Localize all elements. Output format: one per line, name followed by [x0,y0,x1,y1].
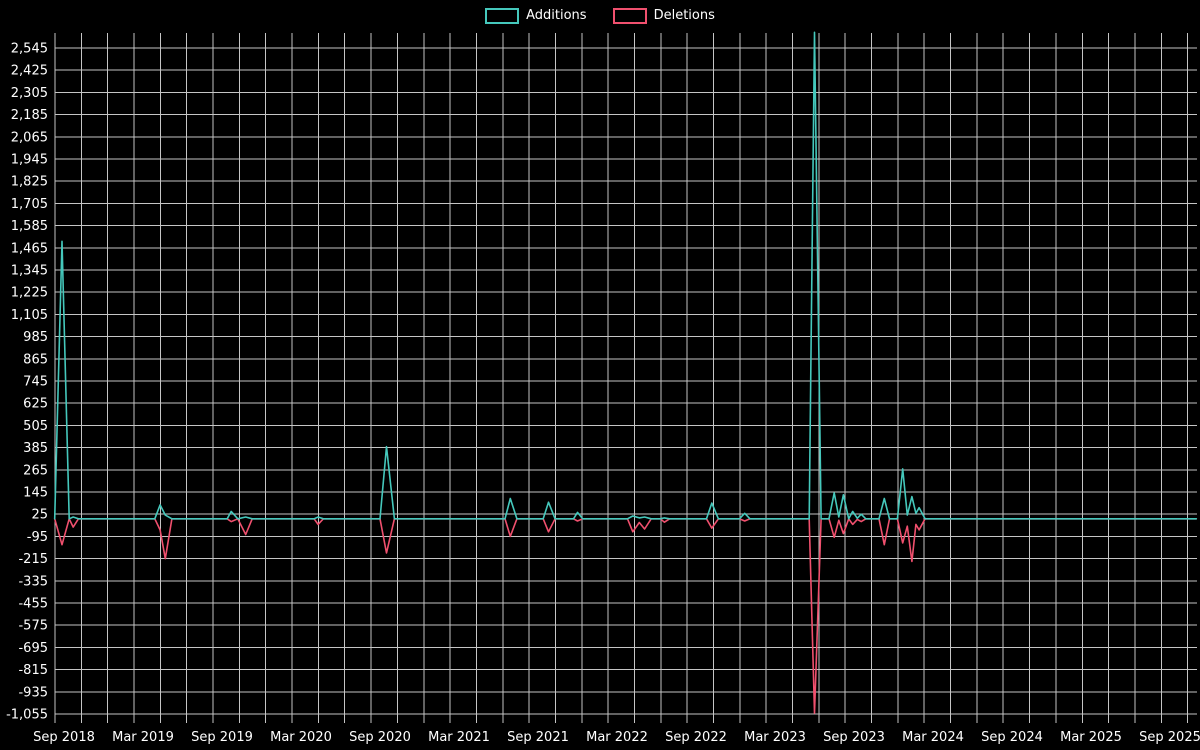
y-axis-label: 385 [23,441,48,456]
x-axis-label: Mar 2020 [270,730,332,745]
y-axis-label: 505 [23,419,48,434]
y-axis-label: 145 [23,486,48,501]
additions-swatch [485,8,520,24]
y-axis-label: -95 [27,530,48,545]
chart-legend: Additions Deletions [0,8,1200,24]
y-axis-label: -575 [18,619,48,634]
series-line-additions [53,31,1198,520]
y-axis-labels: 2,545 2,425 2,305 2,185 2,065 1,945 1,825 1,705… [6,42,48,723]
y-axis-label: -935 [18,685,48,700]
x-axis-label: Sep 2021 [507,730,569,745]
y-axis-label: -815 [18,663,48,678]
x-axis-label: Sep 2024 [981,730,1043,745]
y-axis-label: 1,465 [11,241,48,256]
grid-lines [54,33,1197,723]
y-axis-label: 985 [23,330,48,345]
y-axis-label: 865 [23,352,48,367]
y-axis-label: 265 [23,463,48,478]
legend-label-additions: Additions [526,8,587,23]
deletions-swatch [612,8,647,24]
y-axis-label: -1,055 [6,708,48,723]
legend-label-deletions: Deletions [653,8,715,23]
x-axis-label: Sep 2018 [33,730,95,745]
x-axis-label: Sep 2022 [665,730,727,745]
x-axis-label: Mar 2019 [112,730,174,745]
y-axis-label: 2,425 [11,64,48,79]
y-axis-label: 1,105 [11,308,48,323]
y-axis-label: 1,945 [11,153,48,168]
y-axis-label: 2,305 [11,86,48,101]
x-axis-label: Sep 2019 [191,730,253,745]
y-axis-label: 1,585 [11,219,48,234]
y-axis-label: 1,345 [11,264,48,279]
x-axis-label: Sep 2025 [1139,730,1200,745]
y-axis-label: 2,065 [11,130,48,145]
y-axis-label: 1,225 [11,286,48,301]
x-axis-labels: Sep 2018 Mar 2019 Sep 2019 Mar 2020 Sep 2020… [33,730,1200,745]
y-axis-label: 745 [23,375,48,390]
y-axis-label: 1,825 [11,175,48,190]
y-axis-label: -455 [18,597,48,612]
y-axis-label: -215 [18,552,48,567]
x-axis-label: Mar 2024 [902,730,964,745]
series-line-deletions [53,517,1198,714]
x-axis-label: Mar 2023 [744,730,806,745]
x-axis-label: Sep 2020 [349,730,411,745]
y-axis-label: 25 [31,508,48,523]
x-axis-label: Mar 2021 [428,730,490,745]
y-axis-label: -335 [18,574,48,589]
x-axis-label: Sep 2023 [823,730,885,745]
y-axis-label: 625 [23,397,48,412]
y-axis-label: -695 [18,641,48,656]
y-axis-label: 1,705 [11,197,48,212]
legend-item-additions[interactable]: Additions [485,8,587,24]
y-axis-label: 2,545 [11,42,48,57]
x-axis-label: Mar 2022 [586,730,648,745]
x-axis-label: Mar 2025 [1060,730,1122,745]
legend-item-deletions[interactable]: Deletions [612,8,715,24]
y-axis-label: 2,185 [11,108,48,123]
